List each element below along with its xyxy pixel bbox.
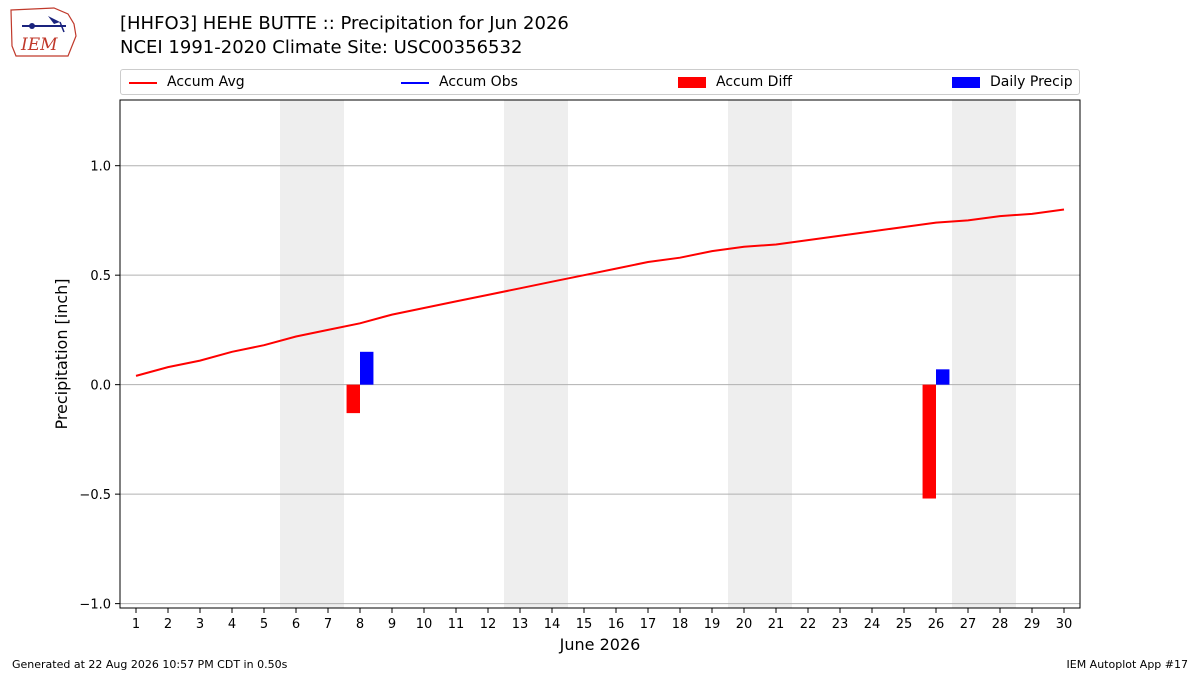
legend-swatch-daily-precip bbox=[952, 77, 980, 88]
accum-diff-bar-26 bbox=[922, 384, 936, 499]
x-tick-label: 30 bbox=[1056, 617, 1073, 632]
x-tick-label: 16 bbox=[608, 617, 625, 632]
x-tick-label: 8 bbox=[356, 617, 364, 632]
daily-precip-bar-26 bbox=[936, 369, 950, 385]
x-tick-label: 7 bbox=[324, 617, 332, 632]
legend-label-daily-precip: Daily Precip bbox=[990, 74, 1073, 90]
daily-precip-bar-8 bbox=[360, 351, 374, 385]
chart-subtitle: NCEI 1991-2020 Climate Site: USC00356532 bbox=[120, 37, 523, 58]
accum-diff-bar-8 bbox=[346, 384, 360, 414]
x-tick-label: 15 bbox=[576, 617, 593, 632]
x-tick-label: 22 bbox=[800, 617, 817, 632]
y-tick-label: 0.0 bbox=[90, 379, 111, 394]
x-tick-label: 10 bbox=[416, 617, 433, 632]
x-tick-label: 29 bbox=[1024, 617, 1041, 632]
x-tick-label: 1 bbox=[132, 617, 140, 632]
legend-label-accum-avg: Accum Avg bbox=[167, 74, 245, 90]
y-tick-label: −1.0 bbox=[79, 598, 111, 613]
legend-swatch-accum-obs bbox=[401, 82, 429, 84]
weekend-shade bbox=[952, 100, 1016, 608]
x-tick-label: 19 bbox=[704, 617, 721, 632]
x-tick-label: 3 bbox=[196, 617, 204, 632]
legend-label-accum-obs: Accum Obs bbox=[439, 74, 518, 90]
x-tick-label: 14 bbox=[544, 617, 561, 632]
legend-swatch-accum-diff bbox=[678, 77, 706, 88]
x-tick-label: 24 bbox=[864, 617, 881, 632]
chart-title: [HHFO3] HEHE BUTTE :: Precipitation for … bbox=[120, 13, 569, 34]
x-tick-label: 13 bbox=[512, 617, 529, 632]
y-axis-label: Precipitation [inch] bbox=[52, 278, 71, 429]
x-tick-label: 5 bbox=[260, 617, 268, 632]
iem-logo: IEM bbox=[10, 7, 77, 57]
y-tick-label: 1.0 bbox=[90, 160, 111, 175]
x-tick-label: 11 bbox=[448, 617, 465, 632]
y-tick-label: 0.5 bbox=[90, 269, 111, 284]
x-tick-label: 28 bbox=[992, 617, 1009, 632]
x-tick-label: 21 bbox=[768, 617, 785, 632]
x-tick-label: 9 bbox=[388, 617, 396, 632]
x-axis-label: June 2026 bbox=[559, 635, 641, 654]
chart-legend: Accum Avg Accum Obs Accum Diff Daily Pre… bbox=[120, 69, 1080, 95]
x-tick-label: 6 bbox=[292, 617, 300, 632]
x-tick-label: 4 bbox=[228, 617, 236, 632]
app-footer: IEM Autoplot App #17 bbox=[1066, 658, 1189, 671]
x-tick-label: 26 bbox=[928, 617, 945, 632]
y-tick-label: −0.5 bbox=[79, 488, 111, 503]
legend-label-accum-diff: Accum Diff bbox=[716, 74, 793, 90]
x-tick-label: 2 bbox=[164, 617, 172, 632]
weekend-shade bbox=[728, 100, 792, 608]
x-tick-label: 25 bbox=[896, 617, 913, 632]
x-tick-label: 27 bbox=[960, 617, 977, 632]
logo-text: IEM bbox=[20, 35, 58, 55]
x-tick-label: 12 bbox=[480, 617, 497, 632]
accum-avg-line bbox=[135, 208, 1065, 377]
x-tick-label: 18 bbox=[672, 617, 689, 632]
x-tick-label: 23 bbox=[832, 617, 849, 632]
weekend-shade bbox=[504, 100, 568, 608]
plot-frame bbox=[119, 99, 1081, 609]
weekend-shade bbox=[280, 100, 344, 608]
x-tick-label: 17 bbox=[640, 617, 657, 632]
generated-footer: Generated at 22 Aug 2026 10:57 PM CDT in… bbox=[12, 658, 288, 671]
x-tick-label: 20 bbox=[736, 617, 753, 632]
legend-swatch-accum-avg bbox=[129, 82, 157, 84]
